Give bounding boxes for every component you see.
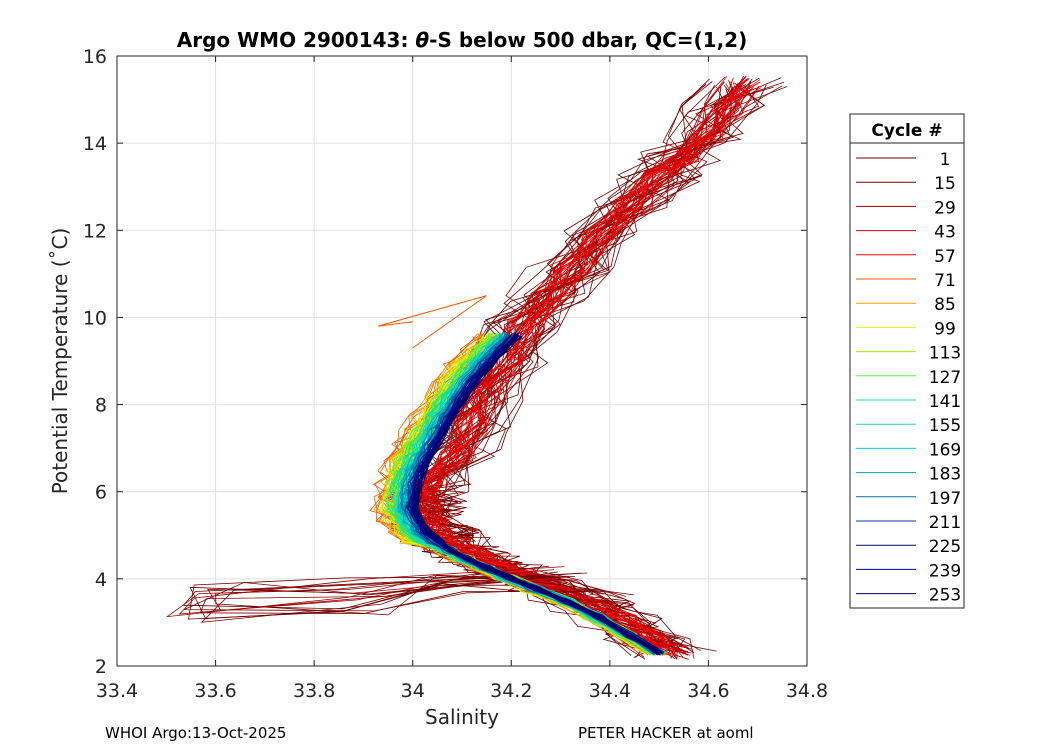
legend-label-113: 113 <box>929 344 961 364</box>
profile-line-late <box>416 335 662 652</box>
y-axis-label: Potential Temperature (˚C) <box>48 228 72 495</box>
y-axis-ticks: 2 4 6 8 10 12 14 16 <box>83 46 807 678</box>
x-tick-label: 34.8 <box>786 680 828 702</box>
chart-title: Argo WMO 2900143: θ-S below 500 dbar, QC… <box>177 28 747 52</box>
y-tick-label: 10 <box>83 307 107 329</box>
legend-label-141: 141 <box>929 392 961 412</box>
plot-frame <box>116 55 808 667</box>
profile-line-late <box>410 333 659 656</box>
x-tick-label: 34.2 <box>490 680 532 702</box>
legend-label-211: 211 <box>929 513 961 533</box>
legend-label-239: 239 <box>929 561 961 581</box>
profile-line-late <box>416 337 660 654</box>
legend-label-169: 169 <box>929 440 961 460</box>
y-tick-label: 12 <box>83 220 107 242</box>
legend-label-57: 57 <box>934 247 956 267</box>
y-tick-label: 2 <box>95 656 107 678</box>
legend-label-183: 183 <box>929 465 961 485</box>
y-tick-label: 8 <box>95 395 107 417</box>
profile-line-anomaly <box>178 566 587 615</box>
legend-entries: 1 15 29 43 57 71 85 99 113 127 141 155 169 183 197 211 2… <box>856 150 961 606</box>
y-tick-label: 14 <box>83 133 107 155</box>
x-tick-label: 33.8 <box>293 680 335 702</box>
legend-label-29: 29 <box>934 198 956 218</box>
legend-label-15: 15 <box>934 174 956 194</box>
footer-author: PETER HACKER at aoml <box>578 724 754 742</box>
plot-lines <box>165 75 788 660</box>
y-tick-label: 6 <box>95 482 107 504</box>
profile-line-early <box>383 85 715 655</box>
legend-label-253: 253 <box>929 586 961 606</box>
x-axis-ticks: 33.4 33.6 33.8 34 34.2 34.4 34.6 34.8 <box>96 56 828 702</box>
x-axis-label: Salinity <box>425 705 499 729</box>
legend: Cycle # 1 15 29 43 57 71 85 99 113 127 141 155 169 18… <box>849 113 965 609</box>
x-tick-label: 33.4 <box>96 680 138 702</box>
profile-line-early <box>405 87 737 655</box>
x-tick-label: 34 <box>401 680 425 702</box>
legend-label-85: 85 <box>934 295 956 315</box>
profile-line-late <box>415 337 661 655</box>
x-tick-label: 34.6 <box>687 680 729 702</box>
legend-title: Cycle # <box>871 121 942 141</box>
profile-line-late <box>403 333 661 653</box>
legend-label-155: 155 <box>929 416 961 436</box>
profile-line-late <box>417 335 661 655</box>
x-tick-label: 34.4 <box>589 680 631 702</box>
y-tick-label: 16 <box>83 46 107 68</box>
x-tick-label: 33.6 <box>194 680 236 702</box>
profile-line-anomaly <box>199 571 604 615</box>
profile-line-early <box>411 81 741 656</box>
y-tick-label: 4 <box>95 569 107 591</box>
profile-line-early <box>409 84 751 655</box>
legend-box <box>849 113 965 609</box>
legend-label-99: 99 <box>934 319 956 339</box>
legend-label-127: 127 <box>929 368 961 388</box>
footer-date: WHOI Argo:13-Oct-2025 <box>105 724 287 742</box>
legend-label-225: 225 <box>929 537 961 557</box>
legend-label-1: 1 <box>940 150 951 170</box>
legend-label-197: 197 <box>929 489 961 509</box>
profile-line-intrusion <box>378 295 487 349</box>
legend-label-43: 43 <box>934 223 956 243</box>
legend-label-71: 71 <box>934 271 956 291</box>
